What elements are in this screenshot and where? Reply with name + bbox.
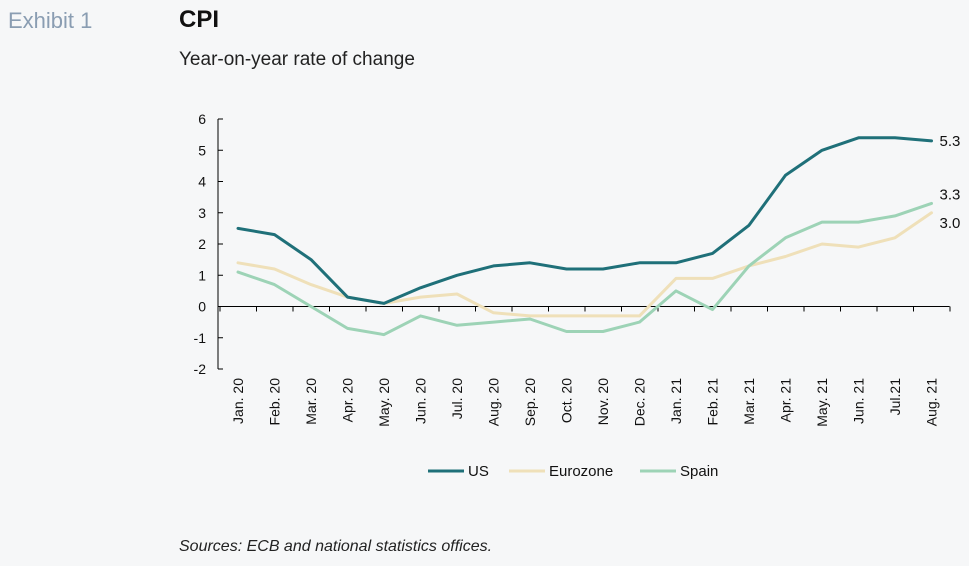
x-tick-label: May. 20 <box>376 378 392 427</box>
x-tick-label: Jun. 21 <box>851 378 867 424</box>
y-tick-label: 0 <box>198 299 206 315</box>
end-label-us: 5.3 <box>940 133 961 150</box>
y-tick-label: -2 <box>194 361 207 377</box>
legend-label-us: US <box>468 463 489 480</box>
x-tick-label: Apr. 21 <box>778 378 794 423</box>
source-note: Sources: ECB and national statistics off… <box>179 538 493 555</box>
legend-label-eurozone: Eurozone <box>549 463 613 480</box>
y-tick-label: -1 <box>194 330 207 346</box>
legend-label-spain: Spain <box>680 463 718 480</box>
y-tick-label: 1 <box>198 267 206 283</box>
x-tick-label: Jul.21 <box>887 378 903 416</box>
end-label-spain: 3.3 <box>940 186 961 203</box>
series-lines <box>236 136 933 337</box>
chart-subtitle: Year-on-year rate of change <box>179 49 415 70</box>
x-tick-label: Aug. 21 <box>924 378 940 426</box>
y-tick-label: 5 <box>198 142 206 158</box>
x-tick-label: Mar. 20 <box>303 378 319 425</box>
x-tick-label: May. 21 <box>814 378 830 427</box>
x-tick-label: Jan. 20 <box>230 378 246 424</box>
exhibit-label: Exhibit 1 <box>8 8 93 33</box>
y-axis: 6 5 4 3 2 1 0 -1 -2 <box>194 111 223 377</box>
y-tick-label: 4 <box>198 174 206 190</box>
y-tick-label: 3 <box>198 205 206 221</box>
x-tick-label: Dec. 20 <box>632 378 648 426</box>
x-tick-label: Feb. 20 <box>267 378 283 426</box>
x-tick-label: Jan. 21 <box>668 378 684 424</box>
x-tick-label: Mar. 21 <box>741 378 757 425</box>
x-axis: Jan. 20 Feb. 20 Mar. 20 Apr. 20 May. 20 Jun. … <box>218 306 951 427</box>
y-tick-label: 6 <box>198 111 206 127</box>
x-tick-label: Oct. 20 <box>559 378 575 423</box>
chart-title: CPI <box>179 6 220 33</box>
x-tick-label: Aug. 20 <box>486 378 502 426</box>
x-tick-label: Jul. 20 <box>449 378 465 419</box>
x-tick-label: Sep. 20 <box>522 378 538 426</box>
x-tick-label: Nov. 20 <box>595 378 611 425</box>
x-tick-label: Jun. 20 <box>413 378 429 424</box>
legend: US Eurozone Spain <box>428 463 718 480</box>
x-tick-label: Apr. 20 <box>340 378 356 423</box>
y-tick-label: 2 <box>198 236 206 252</box>
end-labels: 5.3 3.0 3.3 <box>940 133 961 232</box>
series-line-us <box>236 136 933 305</box>
series-line-eurozone <box>236 211 933 318</box>
series-line-spain <box>236 201 933 337</box>
end-label-eurozone: 3.0 <box>940 215 961 232</box>
x-tick-label: Feb. 21 <box>705 378 721 426</box>
